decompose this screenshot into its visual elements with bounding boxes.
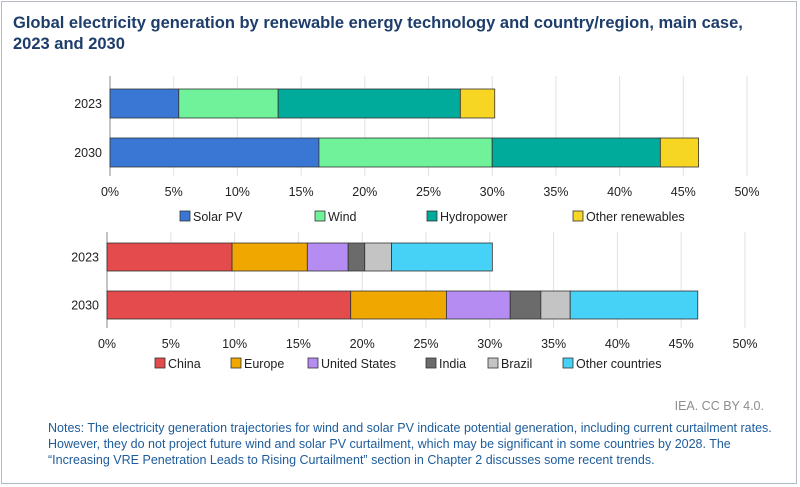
bar-segment: [178, 88, 279, 119]
bar-segment: [318, 137, 493, 168]
x-tick-label: 5%: [162, 337, 180, 351]
x-tick-label: 20%: [350, 337, 375, 351]
legend-label: India: [439, 357, 466, 371]
x-tick-label: 20%: [352, 185, 377, 199]
bar-segment: [491, 137, 661, 168]
category-label: 2030: [74, 146, 102, 160]
x-tick-label: 45%: [669, 337, 694, 351]
x-tick-label: 15%: [286, 337, 311, 351]
legend-swatch: [154, 357, 166, 369]
bar-segment: [347, 242, 366, 272]
bar-segment: [459, 88, 496, 119]
x-tick-label: 45%: [671, 185, 696, 199]
chart-title: Global electricity generation by renewab…: [13, 14, 743, 53]
legend-label: Hydropower: [440, 210, 507, 224]
legend-swatch: [314, 210, 326, 222]
bar-segment: [446, 290, 511, 320]
legend-label: China: [168, 357, 201, 371]
bar-segment: [509, 290, 542, 320]
legend-swatch: [230, 357, 242, 369]
legend-label: Brazil: [501, 357, 532, 371]
legend-label: United States: [321, 357, 396, 371]
legend-label: Europe: [244, 357, 284, 371]
category-label: 2030: [71, 299, 99, 313]
bar-segment: [106, 242, 233, 272]
x-tick-label: 40%: [607, 185, 632, 199]
bar-segment: [231, 242, 308, 272]
legend-swatch: [179, 210, 191, 222]
x-tick-label: 30%: [480, 185, 505, 199]
credit-text: IEA. CC BY 4.0.: [674, 399, 764, 413]
legend-swatch: [562, 357, 574, 369]
legend-swatch: [426, 210, 438, 222]
legend-swatch: [425, 357, 437, 369]
x-tick-label: 35%: [543, 185, 568, 199]
bar-segment: [350, 290, 447, 320]
x-tick-label: 5%: [165, 185, 183, 199]
legend-swatch: [487, 357, 499, 369]
legend-swatch: [572, 210, 584, 222]
legend-swatch: [307, 357, 319, 369]
bar-segment: [659, 137, 699, 168]
x-tick-label: 10%: [222, 337, 247, 351]
x-tick-label: 0%: [101, 185, 119, 199]
category-label: 2023: [74, 97, 102, 111]
x-tick-label: 15%: [289, 185, 314, 199]
legend-label: Other countries: [576, 357, 661, 371]
x-tick-label: 25%: [413, 337, 438, 351]
bar-segment: [109, 137, 320, 168]
x-tick-label: 40%: [605, 337, 630, 351]
x-tick-label: 50%: [732, 337, 757, 351]
category-label: 2023: [71, 251, 99, 265]
bar-segment: [277, 88, 461, 119]
x-tick-label: 30%: [477, 337, 502, 351]
x-tick-label: 0%: [98, 337, 116, 351]
legend-label: Solar PV: [193, 210, 243, 224]
bar-segment: [569, 290, 699, 320]
bar-segment: [364, 242, 392, 272]
bar-segment: [540, 290, 571, 320]
x-tick-label: 35%: [541, 337, 566, 351]
notes-text: Notes: The electricity generation trajec…: [48, 421, 772, 467]
x-tick-label: 25%: [416, 185, 441, 199]
x-tick-label: 10%: [225, 185, 250, 199]
bar-segment: [106, 290, 352, 320]
bar-segment: [109, 88, 180, 119]
bar-segment: [306, 242, 349, 272]
legend-label: Other renewables: [586, 210, 685, 224]
bar-segment: [391, 242, 493, 272]
x-tick-label: 50%: [734, 185, 759, 199]
legend-label: Wind: [328, 210, 357, 224]
